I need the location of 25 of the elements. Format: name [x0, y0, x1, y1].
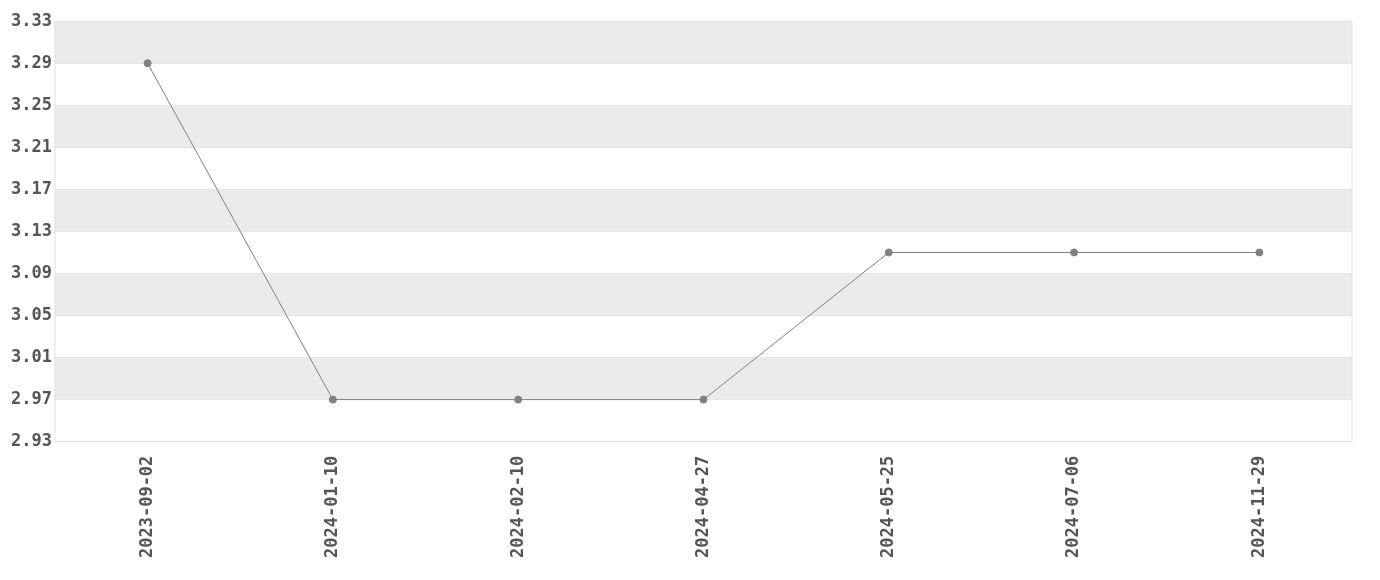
y-tick-label: 2.93 [10, 430, 52, 451]
y-tick-label: 3.05 [10, 303, 52, 324]
y-tick-label: 3.33 [10, 9, 52, 30]
x-tick-label: 2023-09-02 [136, 455, 157, 559]
y-tick-label: 2.97 [10, 388, 52, 409]
point [514, 395, 523, 404]
y-tick-label: 3.29 [10, 51, 52, 72]
y-tick-label: 3.09 [10, 261, 52, 282]
x-tick-label: 2024-04-27 [691, 455, 712, 559]
y-tick-label: 3.21 [10, 135, 52, 156]
y-tick-label: 3.13 [10, 219, 52, 240]
point [328, 395, 337, 404]
point [884, 248, 893, 257]
y-tick-label: 3.01 [10, 345, 52, 366]
x-tick-label: 2024-05-25 [877, 455, 898, 559]
point [1255, 248, 1264, 257]
point [143, 59, 152, 68]
x-tick-label: 2024-02-10 [506, 455, 527, 559]
y-tick-label: 3.17 [10, 177, 52, 198]
x-tick-label: 2024-07-06 [1062, 455, 1083, 559]
point [1070, 248, 1079, 257]
point [699, 395, 708, 404]
x-tick-label: 2024-01-10 [321, 455, 342, 559]
y-tick-label: 3.25 [10, 93, 52, 114]
x-tick-label: 2024-11-29 [1247, 455, 1268, 559]
